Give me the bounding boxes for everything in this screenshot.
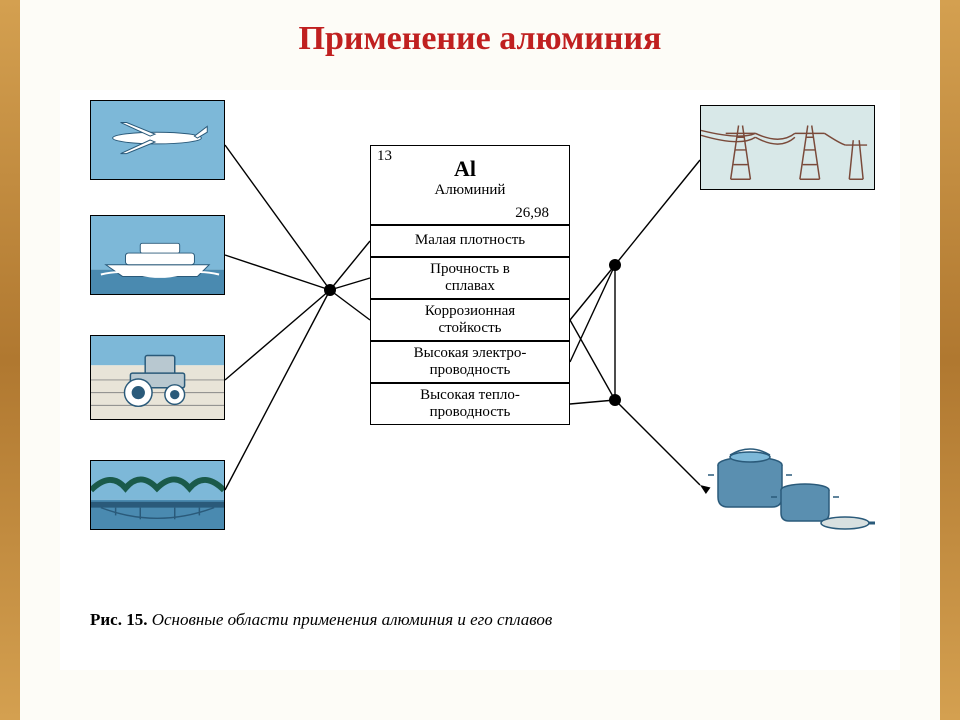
figure-caption: Рис. 15. Основные области применения алю… [90,610,552,630]
property-p3: Коррозионная стойкость [370,299,570,341]
element-symbol: Al [371,156,559,182]
hub-left [324,284,336,296]
hub-right1 [609,259,621,271]
decor-border-right [940,0,960,720]
element-mass: 26,98 [371,205,549,222]
element-name: Алюминий [371,182,569,199]
illus-tractor [90,335,225,420]
element-cell: 13 Al Алюминий 26,98 [370,145,570,225]
illus-bridge [90,460,225,530]
illus-ship [90,215,225,295]
page-title: Применение алюминия [0,20,960,58]
property-p5: Высокая тепло- проводность [370,383,570,425]
illus-powerlines [700,105,875,190]
illus-pots [700,435,875,535]
property-p1: Малая плотность [370,225,570,257]
diagram-area: 13 Al Алюминий 26,98 Малая плотностьПроч… [60,90,900,670]
caption-prefix: Рис. 15. [90,610,147,629]
hub-right2 [609,394,621,406]
property-p2: Прочность в сплавах [370,257,570,299]
property-p4: Высокая электро- проводность [370,341,570,383]
illus-airplane [90,100,225,180]
decor-border-left [0,0,20,720]
caption-text: Основные области применения алюминия и е… [152,610,553,629]
